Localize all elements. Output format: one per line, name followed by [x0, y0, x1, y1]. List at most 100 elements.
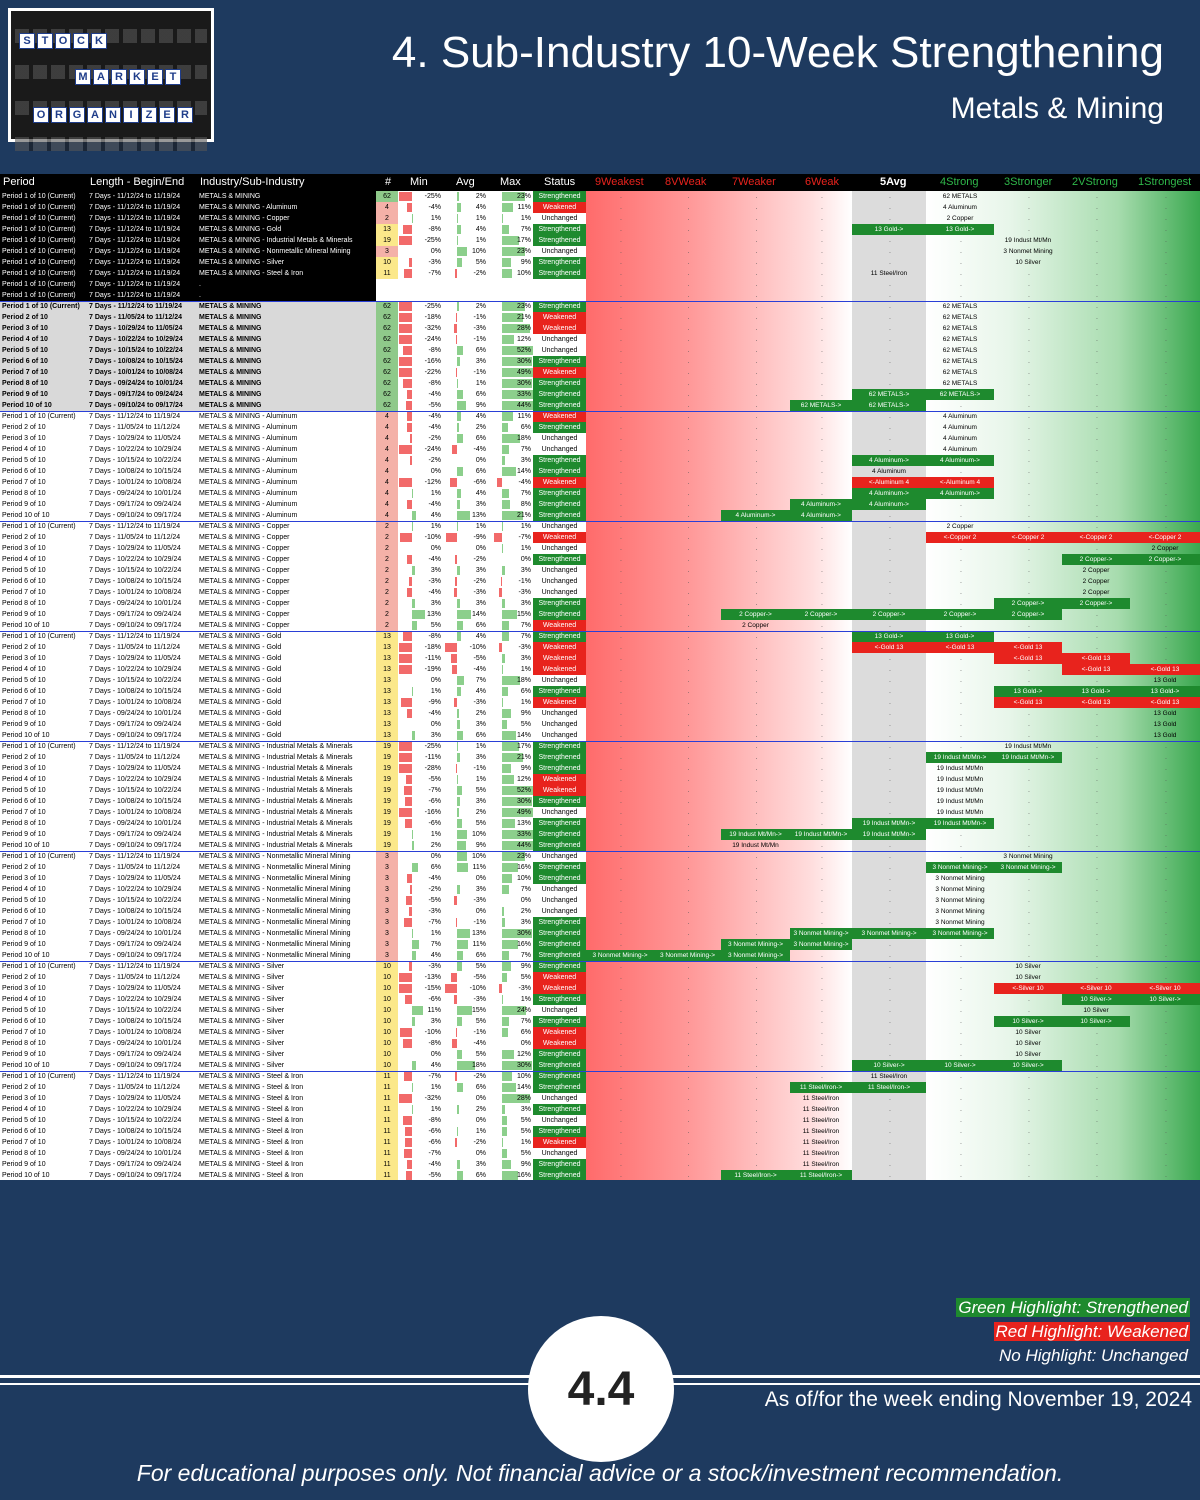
table-row: Period 1 of 10 (Current) 7 Days - 11/12/2…: [0, 1071, 1200, 1082]
value-bar: [412, 489, 414, 498]
grade-empty: .: [1096, 545, 1098, 552]
grade-label: 11 Steel/Iron: [802, 1139, 840, 1146]
table-row: Period 1 of 10 (Current) 7 Days - 11/12/2…: [0, 290, 1200, 301]
grade-label: 4 Aluminum->: [721, 510, 790, 521]
cell-min: -4%: [428, 413, 441, 420]
value-bar: [399, 984, 413, 993]
cell-count: 11: [376, 1126, 398, 1137]
value-bar: [456, 918, 458, 927]
table-row: Period 8 of 10 7 Days - 09/24/24 to 10/01…: [0, 708, 1200, 719]
grade-empty: .: [620, 930, 622, 937]
table-row: Period 6 of 10 7 Days - 10/08/24 to 10/15…: [0, 466, 1200, 477]
cell-max: 1%: [520, 1139, 531, 1146]
table-row: Period 7 of 10 7 Days - 10/01/24 to 10/08…: [0, 1027, 1200, 1038]
disclaimer: For educational purposes only. Not finan…: [136, 1460, 1064, 1486]
cell-period: Period 3 of 10: [2, 435, 46, 442]
grade-empty: .: [620, 644, 622, 651]
cell-status: Weakened: [533, 785, 586, 796]
cell-length: 7 Days - 09/17/24 to 09/24/24: [89, 611, 182, 618]
cell-max: 7%: [520, 633, 531, 640]
grade-empty: .: [620, 1139, 622, 1146]
grade-empty: .: [687, 424, 690, 431]
grade-empty: .: [755, 1007, 758, 1014]
cell-industry: METALS & MINING - Aluminum: [199, 501, 298, 508]
cell-avg: -1%: [473, 919, 486, 926]
value-bar: [406, 401, 413, 410]
cell-count: 3: [376, 906, 398, 917]
grade-empty: .: [1165, 1172, 1167, 1179]
grade-label: 13 Gold->: [852, 631, 926, 642]
cell-max: 7%: [520, 622, 531, 629]
cell-status: Strengthened: [533, 686, 586, 697]
grade-empty: .: [1096, 1095, 1098, 1102]
grade-empty: .: [821, 600, 823, 607]
value-bar: [450, 478, 458, 487]
grade-empty: .: [889, 897, 891, 904]
col-header-min: Min: [410, 176, 428, 188]
cell-max: 9%: [520, 765, 531, 772]
grade-empty: .: [960, 1040, 962, 1047]
grade-empty: .: [889, 446, 891, 453]
cell-length: 7 Days - 11/05/24 to 11/12/24: [89, 864, 181, 871]
grade-label: 11 Steel/Iron->: [852, 1082, 926, 1093]
grade-empty: .: [1096, 457, 1098, 464]
grade-empty: .: [687, 963, 690, 970]
value-bar: [409, 434, 413, 443]
cell-count: 10: [376, 1016, 398, 1027]
grade-label: 62 METALS: [942, 303, 978, 310]
grade-empty: .: [620, 1051, 622, 1058]
table-row: Period 1 of 10 (Current) 7 Days - 11/12/2…: [0, 246, 1200, 257]
cell-length: 7 Days - 09/17/24 to 09/24/24: [89, 391, 183, 398]
grade-empty: .: [687, 347, 690, 354]
grade-label: 19 Indust Mt/Mn: [936, 787, 984, 794]
grade-empty: .: [960, 1018, 962, 1025]
grade-empty: .: [1028, 908, 1030, 915]
cell-period: Period 2 of 10: [2, 424, 46, 431]
cell-count: 13: [376, 631, 398, 642]
cell-avg: 6%: [475, 347, 486, 354]
grade-empty: .: [1165, 314, 1167, 321]
cell-industry: METALS & MINING: [199, 380, 262, 387]
grade-empty: .: [620, 325, 622, 332]
cell-industry: METALS & MINING - Copper: [199, 589, 290, 596]
cell-status: Unchanged: [533, 708, 586, 719]
value-bar: [502, 412, 514, 421]
grade-label: 13 Gold->: [1130, 686, 1200, 697]
table-row: Period 5 of 10 7 Days - 10/15/24 to 10/22…: [0, 895, 1200, 906]
cell-max: 3%: [520, 457, 531, 464]
value-bar: [502, 621, 510, 630]
cell-avg: 1%: [475, 776, 486, 783]
table-row: Period 8 of 10 7 Days - 09/24/24 to 10/01…: [0, 818, 1200, 829]
grade-empty: .: [620, 941, 622, 948]
grade-label: <-Gold 13: [1062, 653, 1130, 664]
cell-max: 9%: [520, 710, 531, 717]
cell-min: -4%: [428, 875, 441, 882]
grade-empty: .: [821, 270, 823, 277]
cell-avg: 6%: [475, 1172, 486, 1179]
cell-max: 21%: [516, 314, 531, 321]
value-bar: [502, 698, 504, 707]
value-bar: [451, 973, 458, 982]
cell-length: 7 Days - 10/15/24 to 10/22/24: [89, 347, 183, 354]
cell-industry: METALS & MINING - Steel & Iron: [199, 1084, 304, 1091]
grade-empty: .: [687, 721, 690, 728]
cell-length: 7 Days - 11/12/24 to 11/19/24: [89, 281, 181, 288]
grade-empty: .: [1165, 402, 1167, 409]
cell-industry: METALS & MINING - Aluminum: [199, 435, 298, 442]
cell-industry: METALS & MINING - Industrial Metals & Mi…: [199, 831, 353, 838]
cell-period: Period 4 of 10: [2, 886, 46, 893]
grade-empty: .: [821, 523, 823, 530]
cell-status: Strengthened: [533, 818, 586, 829]
value-bar: [502, 247, 526, 256]
cell-industry: METALS & MINING - Gold: [199, 655, 282, 662]
cell-period: Period 9 of 10: [2, 831, 46, 838]
grade-empty: .: [687, 710, 690, 717]
cell-avg: 6%: [475, 391, 486, 398]
grade-empty: .: [755, 556, 758, 563]
grade-empty: .: [1028, 1128, 1030, 1135]
table-row: Period 7 of 10 7 Days - 10/01/24 to 10/08…: [0, 367, 1200, 378]
cell-min: -4%: [428, 1161, 441, 1168]
grade-empty: .: [889, 336, 891, 343]
grade-empty: .: [1028, 1106, 1030, 1113]
